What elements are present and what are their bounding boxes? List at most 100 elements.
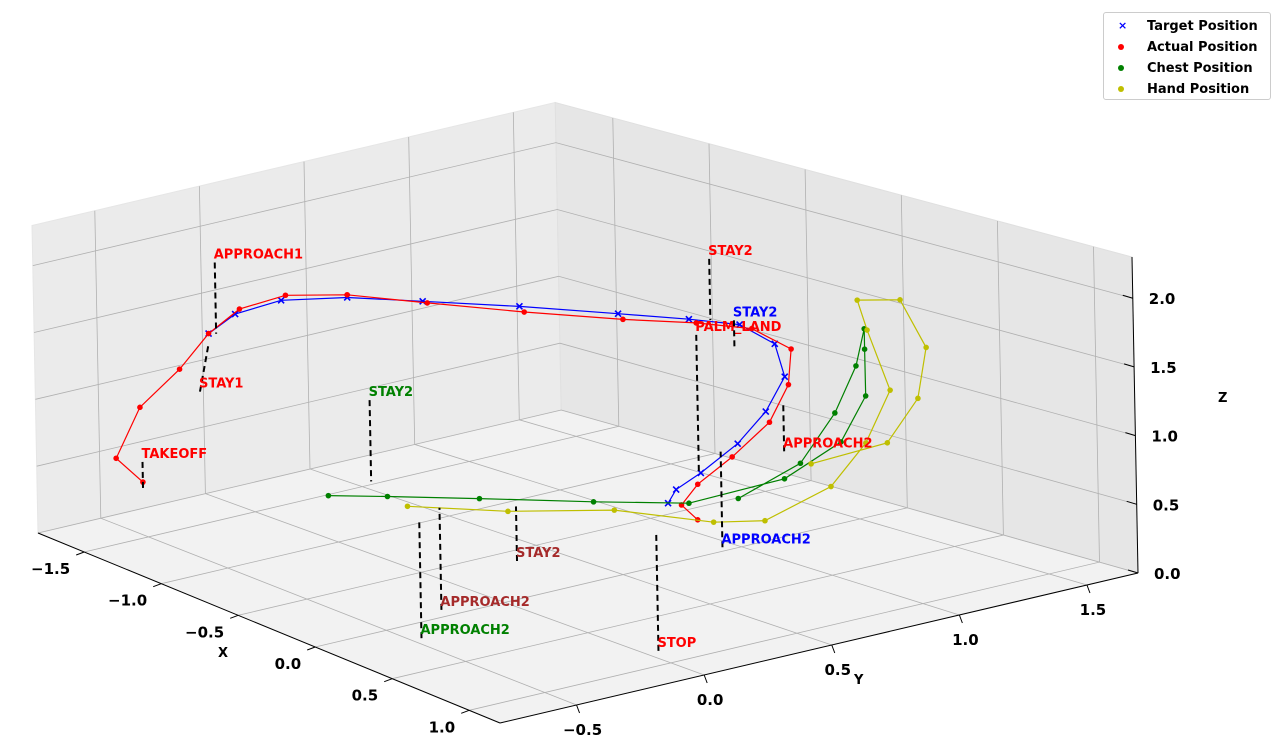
x-tick-label: 0.0 xyxy=(275,655,302,673)
axis-lines xyxy=(37,256,1139,724)
data-point xyxy=(861,346,868,353)
data-point xyxy=(231,310,239,318)
y-tick-mark xyxy=(576,704,581,714)
x-tick-mark xyxy=(307,646,316,651)
y-tick-label: 0.5 xyxy=(824,661,851,679)
data-point xyxy=(785,381,792,388)
z-tick-mark xyxy=(1123,363,1135,368)
x-tick-mark xyxy=(153,583,162,588)
series-layer xyxy=(113,291,929,525)
data-point xyxy=(505,508,511,515)
y-tick-label: 1.5 xyxy=(1080,601,1107,619)
data-point xyxy=(788,346,794,352)
legend-item-chest: Chest Position xyxy=(1104,59,1272,79)
data-point xyxy=(854,297,860,303)
data-point xyxy=(884,440,891,446)
legend-label-chest: Chest Position xyxy=(1147,61,1253,76)
x-axis-line xyxy=(37,532,501,724)
data-point xyxy=(325,492,332,499)
annotation-label: STAY2 xyxy=(516,546,561,561)
z-grid-line xyxy=(32,142,1133,299)
y-tick-label: 1.0 xyxy=(952,631,979,649)
y-axis-line xyxy=(499,572,1139,724)
data-point xyxy=(828,483,834,490)
data-point xyxy=(620,316,626,323)
annotation-stem xyxy=(719,451,724,548)
data-point xyxy=(344,291,350,298)
annotation-stem xyxy=(514,506,519,561)
x-tick-mark xyxy=(384,678,393,683)
data-point xyxy=(766,419,773,426)
data-point xyxy=(862,393,869,399)
data-point xyxy=(515,302,523,310)
data-point xyxy=(781,475,788,482)
x-tick-mark xyxy=(76,551,85,556)
y-axis-label: Y xyxy=(853,673,864,688)
z-tick-mark xyxy=(1127,569,1139,574)
annotation-label: APPROACH2 xyxy=(721,532,810,547)
annotation-label: PALM_LAND xyxy=(695,320,781,335)
annotation-stem xyxy=(695,334,700,472)
data-point xyxy=(693,320,699,326)
annotation-label: STAY2 xyxy=(708,244,753,259)
data-point xyxy=(729,454,735,460)
y-tick-mark xyxy=(1086,584,1091,594)
legend-marker-target: × xyxy=(1118,19,1128,32)
annotation-stem xyxy=(198,342,210,392)
tick-labels: −1.5 −1.0 −0.5 0.0 0.5 1.0 −0.5 0.0 0.5 1.0 1.5 0.0… xyxy=(31,290,1181,739)
data-point xyxy=(749,325,755,332)
data-point xyxy=(611,507,618,513)
data-point xyxy=(384,493,391,500)
annotation-label: APPROACH2 xyxy=(420,623,509,638)
annotation-label: APPROACH2 xyxy=(783,436,872,451)
x-tick-label: −0.5 xyxy=(185,623,224,641)
z-grid-line xyxy=(34,209,1135,368)
data-point xyxy=(853,363,859,369)
annotation-stem xyxy=(708,258,712,321)
legend-label-actual: Actual Position xyxy=(1147,40,1258,55)
z-tick-label: 1.0 xyxy=(1151,428,1178,446)
annotation-stem xyxy=(438,507,443,610)
annotation-layer: APPROACH1STAY1TAKEOFFPALM_LANDSTAY2STAY2… xyxy=(142,244,873,651)
annotation-label: STAY1 xyxy=(199,377,244,392)
z-tick-label: 2.0 xyxy=(1149,290,1176,308)
data-point xyxy=(735,495,742,502)
legend: × Target Position Actual Position Chest … xyxy=(1103,12,1271,100)
data-point xyxy=(686,500,692,507)
annotation-stem xyxy=(782,403,786,452)
annotation-label: STOP xyxy=(657,636,696,651)
data-point xyxy=(864,327,870,333)
data-point xyxy=(476,495,483,502)
data-point xyxy=(915,395,921,402)
data-point xyxy=(176,366,183,373)
legend-item-hand: Hand Position xyxy=(1104,80,1272,100)
x-tick-label: −1.5 xyxy=(31,560,70,578)
data-point xyxy=(404,503,411,510)
data-point xyxy=(710,519,717,525)
data-point xyxy=(838,439,844,445)
legend-item-actual: Actual Position xyxy=(1104,38,1272,58)
grid-lines xyxy=(32,112,1139,711)
data-point xyxy=(685,315,693,323)
y-tick-mark xyxy=(703,674,708,684)
data-point xyxy=(923,344,929,351)
x-axis-label: X xyxy=(218,646,228,661)
annotation-label: TAKEOFF xyxy=(142,447,208,462)
data-point xyxy=(590,499,597,505)
series-line-0 xyxy=(208,296,786,504)
legend-item-target: × Target Position xyxy=(1104,17,1272,37)
z-grid-line xyxy=(36,342,1137,505)
data-point xyxy=(762,517,768,524)
z-tick-label: 0.5 xyxy=(1153,496,1180,514)
data-point xyxy=(808,461,814,467)
z-grid-line xyxy=(37,409,1139,574)
y-tick-label: 0.0 xyxy=(697,691,724,709)
data-point xyxy=(863,440,869,446)
legend-marker-hand xyxy=(1118,86,1124,92)
axis-panes xyxy=(31,101,1140,724)
y-tick-label: −0.5 xyxy=(563,721,602,739)
y-tick-mark xyxy=(831,644,836,654)
x-tick-label: 0.5 xyxy=(352,687,379,705)
data-point xyxy=(672,485,680,494)
